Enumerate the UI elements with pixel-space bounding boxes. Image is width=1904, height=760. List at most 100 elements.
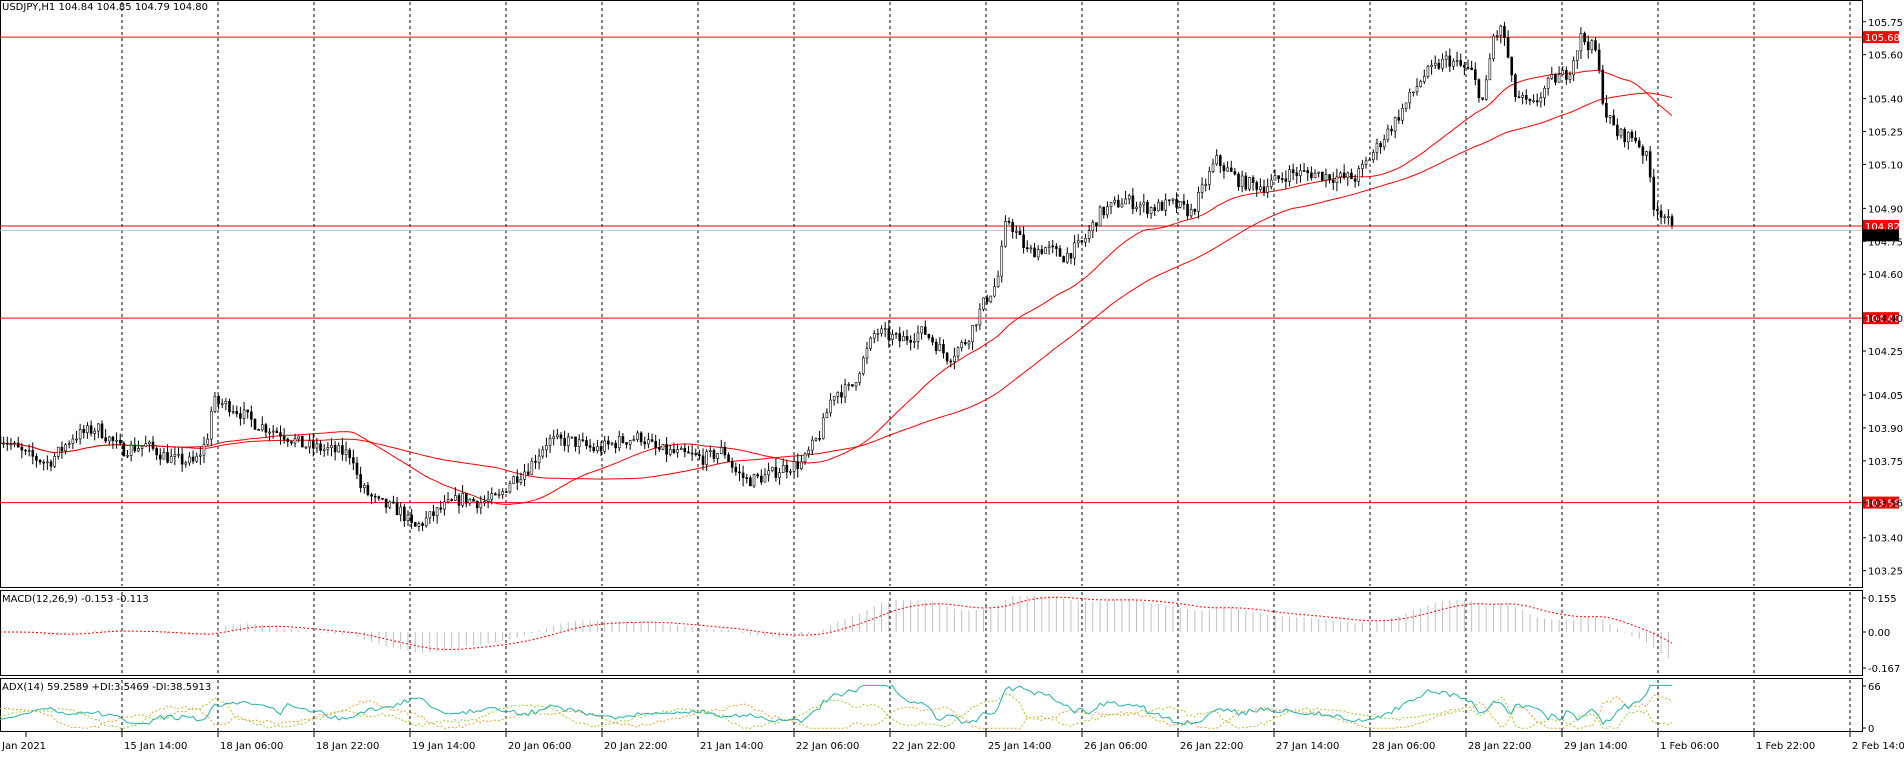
- candle-body: [235, 411, 239, 414]
- candle-body: [151, 441, 155, 449]
- candle-body: [1109, 202, 1113, 208]
- candle-body: [1488, 58, 1492, 81]
- candle-body: [1331, 179, 1335, 183]
- level-tag-label: 103.56: [1865, 499, 1900, 510]
- candle-body: [344, 449, 348, 455]
- candle-body: [610, 442, 614, 445]
- candle-body: [1601, 69, 1605, 104]
- candle-body: [1273, 175, 1277, 181]
- candle-body: [42, 461, 46, 464]
- candle-body: [24, 449, 27, 452]
- candle-body: [672, 449, 676, 453]
- candle-body: [701, 455, 705, 465]
- price-tick-label: 105.10: [1868, 160, 1903, 171]
- time-label: 22 Jan 22:00: [892, 741, 955, 752]
- level-tag-label: 104.82: [1865, 222, 1900, 233]
- candle-body: [1350, 172, 1353, 180]
- candle-body: [1441, 58, 1444, 69]
- candle-body: [315, 443, 319, 449]
- candle-body: [1102, 206, 1106, 216]
- candlesticks: [0, 21, 1674, 532]
- candle-body: [661, 444, 665, 450]
- candle-body: [89, 425, 93, 434]
- candle-body: [1667, 216, 1670, 218]
- candle-body: [1299, 170, 1302, 176]
- candle-body: [1481, 97, 1484, 100]
- candle-body: [199, 454, 202, 457]
- candle-body: [1466, 67, 1470, 69]
- price-tick-label: 104.75: [1868, 237, 1903, 248]
- candle-body: [348, 449, 351, 458]
- candle-body: [814, 438, 818, 441]
- macd-tick-label: -0.167: [1868, 664, 1900, 675]
- candle-body: [1084, 238, 1087, 243]
- candle-body: [53, 456, 56, 467]
- candle-body: [1557, 74, 1561, 83]
- candle-body: [1550, 74, 1554, 79]
- candle-body: [362, 485, 366, 488]
- candle-body: [439, 507, 443, 510]
- candle-body: [0, 436, 2, 444]
- macd-tick-label: 0.155: [1868, 594, 1897, 605]
- candle-body: [1652, 176, 1656, 210]
- candle-body: [1007, 220, 1011, 223]
- candle-body: [1426, 66, 1430, 77]
- candle-body: [1189, 209, 1193, 217]
- candle-body: [1623, 128, 1626, 143]
- candle-body: [246, 409, 250, 413]
- candle-body: [854, 382, 858, 387]
- candle-body: [1499, 25, 1503, 36]
- candle-body: [694, 453, 698, 455]
- candle-body: [752, 474, 756, 487]
- candle-body: [217, 395, 220, 404]
- adx-tick-label: 0: [1868, 724, 1874, 735]
- candle-body: [1641, 146, 1645, 156]
- candle-body: [1484, 79, 1488, 100]
- candle-body: [301, 435, 304, 448]
- candle-body: [1594, 40, 1597, 51]
- candle-body: [1219, 155, 1222, 166]
- candle-body: [148, 441, 151, 445]
- candle-body: [432, 511, 435, 516]
- candle-body: [887, 328, 891, 340]
- candle-body: [614, 442, 617, 449]
- candle-body: [1291, 169, 1295, 174]
- level-tag: [1863, 219, 1899, 232]
- candle-body: [46, 461, 49, 464]
- adx-pane: [0, 678, 1863, 732]
- candle-body: [140, 446, 144, 449]
- candle-body: [574, 436, 577, 447]
- candle-body: [472, 498, 475, 502]
- candle-body: [956, 347, 960, 357]
- candle-body: [639, 432, 643, 443]
- price-tick-label: 105.25: [1868, 128, 1903, 139]
- candle-body: [107, 436, 111, 442]
- candle-body: [534, 461, 537, 463]
- candle-body: [1521, 95, 1524, 98]
- candle-body: [770, 466, 774, 472]
- candle-body: [297, 435, 301, 440]
- candle-body: [1025, 247, 1029, 249]
- candle-body: [508, 483, 512, 493]
- candle-body: [698, 454, 701, 457]
- candle-body: [133, 444, 137, 452]
- candle-body: [843, 384, 847, 398]
- candle-body: [333, 445, 337, 453]
- candle-body: [158, 454, 162, 460]
- candle-body: [377, 496, 381, 499]
- candle-body: [512, 476, 515, 484]
- candle-body: [1463, 64, 1466, 68]
- candle-body: [1412, 91, 1415, 94]
- candle-body: [723, 446, 727, 456]
- candle-body: [1175, 198, 1178, 208]
- candle-body: [1040, 249, 1044, 254]
- candle-body: [1168, 199, 1171, 202]
- candle-body: [964, 342, 967, 345]
- candle-body: [545, 445, 548, 451]
- time-label: 20 Jan 06:00: [508, 741, 571, 752]
- candle-body: [1004, 220, 1007, 247]
- candle-body: [1142, 201, 1146, 206]
- candle-body: [734, 466, 738, 473]
- candle-body: [126, 455, 129, 457]
